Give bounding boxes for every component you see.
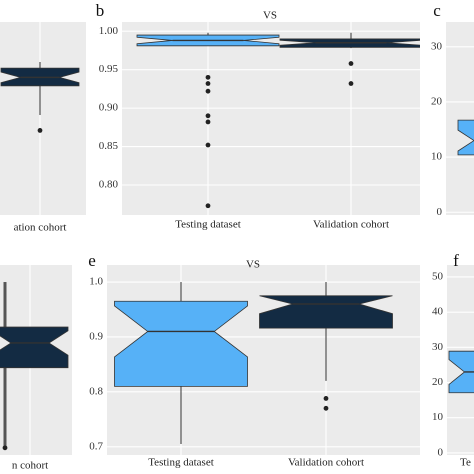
outlier [205, 142, 211, 148]
panel-label: c [433, 1, 441, 20]
panel: 0.80 0.85 0.90 0.95 1.00 Testing dataset Valid… [96, 1, 420, 231]
plot [0, 265, 69, 455]
box [114, 300, 248, 387]
chart-title: VS [263, 10, 277, 22]
y-tick-label: 10 [431, 151, 443, 163]
y-tick-label: 40 [432, 306, 444, 318]
plot [447, 276, 474, 454]
plot [122, 22, 420, 215]
panel: 0 10 20 30 c [431, 1, 474, 218]
panel: 0 10 20 30 40 50 Te f [432, 251, 474, 469]
chart-title: VS [246, 259, 260, 271]
box [259, 295, 393, 329]
y-tick-label: 0.80 [99, 179, 119, 191]
plot-background [122, 22, 420, 215]
x-tick-label: n cohort [12, 460, 48, 472]
outlier [2, 445, 8, 451]
x-tick-label: Validation cohort [288, 457, 364, 469]
y-tick-label: 30 [432, 341, 444, 353]
plot [107, 265, 420, 455]
outlier [348, 81, 354, 86]
outlier [323, 396, 329, 401]
box [0, 326, 69, 369]
x-tick-label: Validation cohort [313, 219, 389, 231]
y-tick-label: 10 [432, 411, 444, 423]
x-tick-label: Testing dataset [148, 457, 214, 469]
panel-label: e [88, 251, 96, 270]
outlier [205, 119, 211, 125]
x-tick-label: ation cohort [14, 222, 67, 234]
panel-label: b [96, 1, 105, 20]
y-tick-label: 0.8 [89, 385, 103, 397]
panel: n cohort [0, 265, 72, 472]
outlier [205, 81, 211, 86]
y-tick-label: 1.00 [99, 25, 119, 37]
y-tick-label: 0.7 [89, 440, 103, 452]
y-tick-label: 0 [438, 446, 444, 458]
y-tick-label: 50 [432, 270, 444, 282]
outlier [205, 88, 211, 94]
outlier [205, 74, 211, 80]
y-tick-label: 0.95 [99, 63, 119, 75]
y-tick-label: 0.85 [99, 140, 119, 152]
panel: 0.7 0.8 0.9 1.0 Testing dataset Validation co… [88, 251, 420, 469]
outlier [37, 128, 43, 133]
outlier [348, 61, 354, 66]
outlier [323, 405, 329, 411]
box [457, 119, 474, 156]
plot [0, 22, 80, 215]
plot [446, 46, 474, 213]
box [448, 350, 474, 394]
y-tick-label: 20 [432, 376, 444, 388]
y-tick-label: 0.90 [99, 102, 119, 114]
x-tick-label: Te [460, 457, 471, 469]
y-tick-label: 20 [431, 95, 443, 107]
plot-background [446, 22, 474, 215]
outlier [205, 113, 211, 119]
panel: ation cohort [0, 22, 86, 234]
y-tick-label: 0.9 [89, 330, 103, 342]
x-tick-label: Testing dataset [175, 219, 241, 231]
y-tick-label: 0 [437, 206, 443, 218]
y-tick-label: 30 [431, 40, 443, 52]
outlier [205, 203, 211, 209]
panel-label: f [453, 251, 459, 270]
plot-background [0, 22, 86, 215]
y-tick-label: 1.0 [89, 276, 103, 288]
